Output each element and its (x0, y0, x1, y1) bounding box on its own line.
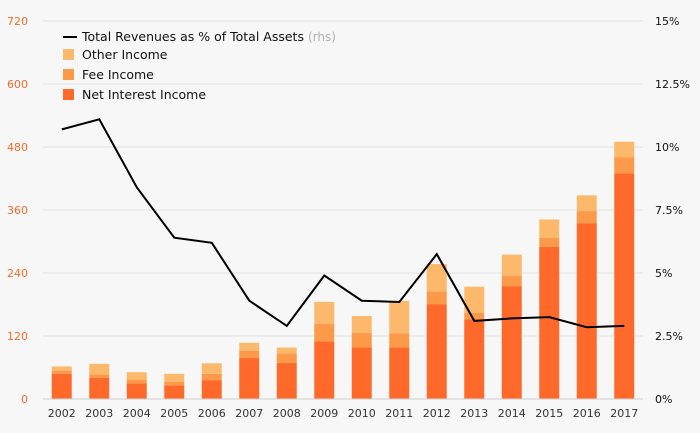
y-left-tick-label: 720 (7, 15, 28, 28)
bar-fee-income (126, 379, 147, 384)
x-tick-label: 2008 (273, 407, 301, 420)
bar-fee-income (164, 381, 185, 386)
bar-net-interest-income (614, 173, 635, 399)
y-right-tick-label: 10% (655, 141, 679, 154)
x-tick-label: 2012 (423, 407, 451, 420)
x-tick-label: 2009 (310, 407, 338, 420)
bar-net-interest-income (576, 223, 597, 399)
x-tick-label: 2004 (123, 407, 151, 420)
y-right-tick-label: 5% (655, 267, 672, 280)
bar-net-interest-income (464, 319, 485, 399)
bar-fee-income (51, 370, 72, 374)
bar-other-income (464, 286, 485, 313)
left-axis: 0 120 240 360 480 600 720 (7, 15, 28, 406)
bar-net-interest-income (51, 373, 72, 399)
bar-fee-income (501, 275, 522, 287)
legend-swatch-fee-income (63, 69, 74, 80)
bar-other-income (89, 363, 110, 375)
legend: Total Revenues as % of Total Assets (rhs… (63, 29, 336, 102)
bar-other-income (201, 363, 222, 374)
revenue-ratio-line (61, 118, 625, 329)
bar-net-interest-income (126, 383, 147, 399)
legend-label-net-interest-income: Net Interest Income (82, 87, 206, 102)
bar-fee-income (539, 237, 560, 247)
bar-net-interest-income (314, 341, 335, 399)
x-tick-label: 2002 (48, 407, 76, 420)
bar-fee-income (464, 312, 485, 320)
bar-other-income (389, 300, 410, 334)
bar-other-income (239, 342, 260, 351)
x-tick-label: 2007 (235, 407, 263, 420)
legend-line-name: Total Revenues as % of Total Assets (81, 29, 304, 44)
bar-fee-income (426, 291, 447, 305)
y-left-tick-label: 480 (7, 141, 28, 154)
legend-swatch-other-income (63, 49, 74, 60)
y-left-tick-label: 240 (7, 267, 28, 280)
y-left-tick-label: 600 (7, 78, 28, 91)
bar-net-interest-income (276, 362, 297, 399)
y-left-tick-label: 360 (7, 204, 28, 217)
bar-net-interest-income (426, 304, 447, 399)
x-tick-label: 2016 (573, 407, 601, 420)
legend-label-line: Total Revenues as % of Total Assets (rhs… (81, 29, 336, 44)
legend-swatch-net-interest-income (63, 89, 74, 100)
x-tick-label: 2006 (198, 407, 226, 420)
bar-fee-income (89, 374, 110, 378)
x-tick-label: 2010 (348, 407, 376, 420)
y-left-tick-label: 0 (21, 393, 28, 406)
legend-line-suffix: (rhs) (308, 30, 336, 44)
bar-other-income (351, 316, 372, 333)
bar-fee-income (389, 333, 410, 348)
bar-net-interest-income (389, 347, 410, 399)
bar-fee-income (201, 373, 222, 381)
bar-other-income (276, 347, 297, 354)
bar-other-income (164, 373, 185, 382)
bar-net-interest-income (539, 246, 560, 399)
bar-fee-income (314, 323, 335, 342)
bar-other-income (126, 372, 147, 380)
y-right-tick-label: 2.5% (655, 330, 683, 343)
bar-net-interest-income (351, 347, 372, 399)
bar-fee-income (576, 211, 597, 224)
line-total-revenues-pct-assets (61, 118, 625, 329)
legend-label-fee-income: Fee Income (82, 67, 154, 82)
bar-fee-income (614, 157, 635, 174)
right-axis: 0% 2.5% 5% 7.5% 10% 12.5% 15% (655, 15, 690, 406)
bar-other-income (501, 254, 522, 276)
legend-label-other-income: Other Income (82, 47, 168, 62)
x-tick-label: 2013 (460, 407, 488, 420)
bar-other-income (314, 301, 335, 324)
bar-other-income (614, 141, 635, 158)
bar-other-income (51, 366, 72, 371)
x-tick-label: 2005 (160, 407, 188, 420)
x-tick-label: 2017 (610, 407, 638, 420)
y-right-tick-label: 15% (655, 15, 679, 28)
x-tick-label: 2011 (385, 407, 413, 420)
stacked-bars (51, 141, 635, 399)
bar-other-income (426, 264, 447, 292)
bar-net-interest-income (89, 378, 110, 399)
x-tick-label: 2003 (85, 407, 113, 420)
bar-fee-income (351, 332, 372, 348)
bar-net-interest-income (501, 286, 522, 399)
y-right-tick-label: 12.5% (655, 78, 690, 91)
bar-fee-income (276, 353, 297, 363)
bar-net-interest-income (164, 385, 185, 399)
bar-net-interest-income (201, 380, 222, 399)
x-tick-label: 2015 (535, 407, 563, 420)
x-axis: 2002 2003 2004 2005 2006 2007 2008 2009 2010 2011… (43, 398, 643, 420)
y-right-tick-label: 0% (655, 393, 672, 406)
bar-other-income (539, 219, 560, 238)
y-right-tick-label: 7.5% (655, 204, 683, 217)
y-left-tick-label: 120 (7, 330, 28, 343)
x-tick-label: 2014 (498, 407, 526, 420)
bar-net-interest-income (239, 358, 260, 399)
bar-other-income (576, 195, 597, 212)
bar-fee-income (239, 350, 260, 359)
